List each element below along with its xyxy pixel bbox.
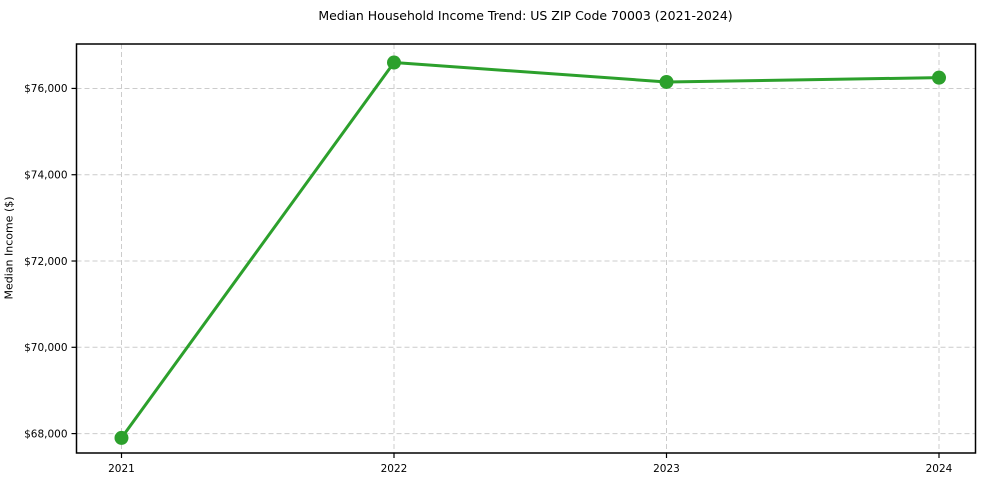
x-tick-label: 2024: [926, 463, 953, 475]
chart-title: Median Household Income Trend: US ZIP Co…: [318, 8, 733, 23]
x-tick-label: 2021: [108, 463, 135, 475]
data-point: [114, 430, 129, 445]
y-tick-label: $74,000: [24, 170, 67, 182]
trend-line: [120, 61, 941, 440]
data-point: [659, 74, 674, 89]
y-tick-label: $72,000: [24, 256, 67, 268]
data-point: [387, 55, 401, 70]
x-tick-label: 2022: [381, 463, 408, 475]
axes-spines: [75, 43, 977, 454]
y-tick-label: $76,000: [24, 83, 67, 95]
x-tick-label: 2023: [653, 463, 680, 475]
y-tick-label: $70,000: [24, 342, 67, 354]
y-tick-label: $68,000: [24, 428, 67, 440]
data-point: [932, 70, 946, 85]
